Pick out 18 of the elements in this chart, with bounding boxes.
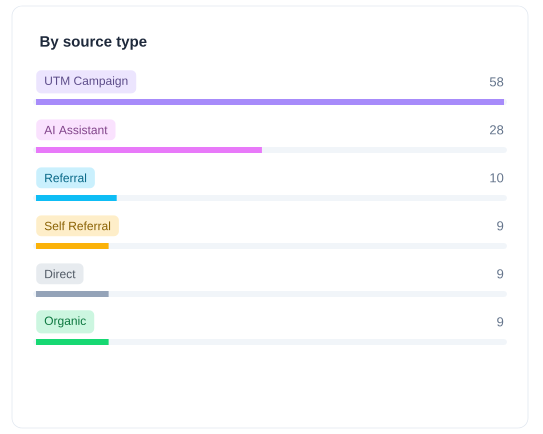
bar <box>36 338 109 345</box>
y-tick-label: Self Referral <box>44 221 110 230</box>
bar <box>36 242 109 249</box>
y-tick-label: Organic <box>44 316 86 328</box>
data-label: 10 <box>490 173 504 182</box>
data-label: 9 <box>497 317 504 326</box>
bar <box>36 98 504 105</box>
y-tick-label: Direct <box>45 269 76 278</box>
data-label: 9 <box>497 221 504 230</box>
y-tick-label: Referral <box>45 173 86 182</box>
data-label: 58 <box>490 77 504 86</box>
bar <box>36 194 117 201</box>
data-label: 9 <box>497 269 504 278</box>
y-tick-label: UTM Campaign <box>45 76 128 88</box>
data-label: 28 <box>490 125 504 134</box>
y-tick-label: AI Assistant <box>44 125 108 134</box>
chart-title: By source type <box>40 36 147 50</box>
bar <box>36 290 109 297</box>
